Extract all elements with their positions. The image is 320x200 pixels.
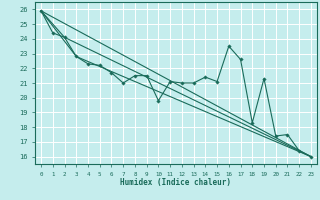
X-axis label: Humidex (Indice chaleur): Humidex (Indice chaleur) bbox=[121, 178, 231, 187]
